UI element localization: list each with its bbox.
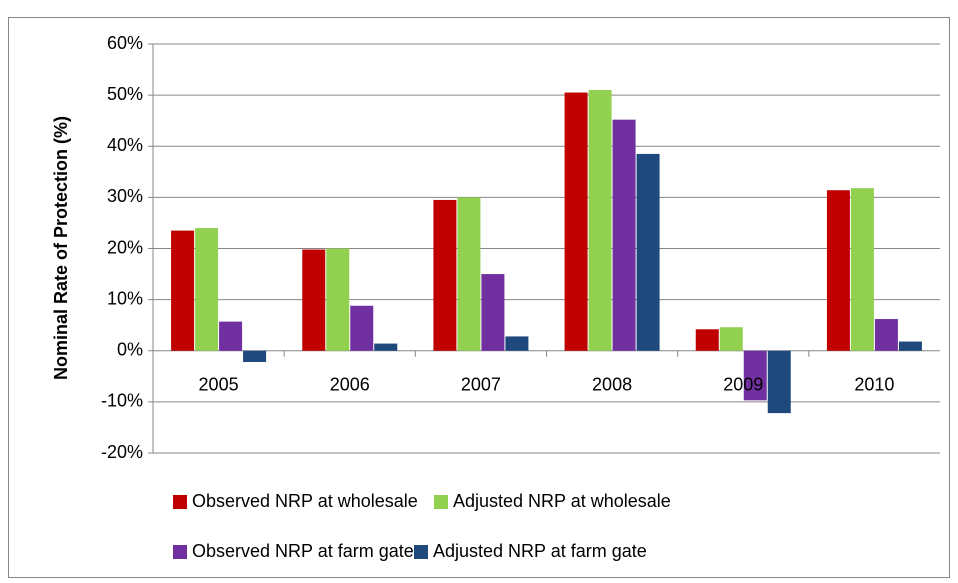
y-tick-label: 10% xyxy=(107,288,143,308)
legend-label: Observed NRP at farm gate xyxy=(192,541,414,561)
y-axis-label: Nominal Rate of Protection (%) xyxy=(51,116,71,380)
bar xyxy=(898,341,922,351)
bar xyxy=(564,92,588,351)
x-tick-label: 2005 xyxy=(199,375,239,395)
legend-label: Adjusted NRP at farm gate xyxy=(433,541,647,561)
bar xyxy=(195,228,219,351)
bar xyxy=(767,350,791,414)
legend-swatch xyxy=(414,545,428,559)
y-tick-label: 20% xyxy=(107,237,143,257)
y-tick-label: 30% xyxy=(107,186,143,206)
bar xyxy=(850,188,874,351)
bar xyxy=(219,321,243,351)
bar xyxy=(243,350,267,362)
x-tick-label: 2008 xyxy=(592,375,632,395)
bar xyxy=(612,119,636,351)
bar xyxy=(374,343,398,351)
bar xyxy=(457,197,481,351)
x-tick-label: 2006 xyxy=(330,375,370,395)
legend-swatch xyxy=(434,495,448,509)
y-tick-label: -20% xyxy=(101,442,143,462)
y-tick-label: 40% xyxy=(107,135,143,155)
bar xyxy=(826,190,850,351)
y-tick-label: -10% xyxy=(101,391,143,411)
bar xyxy=(743,350,767,401)
bar xyxy=(302,249,326,351)
x-tick-label: 2010 xyxy=(854,375,894,395)
y-tick-label: 60% xyxy=(107,33,143,53)
legend-swatch xyxy=(173,545,187,559)
y-tick-label: 0% xyxy=(117,340,143,360)
bar xyxy=(433,199,457,351)
bar xyxy=(171,230,195,351)
legend-label: Adjusted NRP at wholesale xyxy=(453,491,671,511)
bar xyxy=(505,336,529,351)
bar xyxy=(695,329,719,351)
bar xyxy=(874,319,898,351)
bar xyxy=(350,305,374,351)
bar xyxy=(636,153,660,351)
legend-label: Observed NRP at wholesale xyxy=(192,491,418,511)
bar xyxy=(326,248,350,351)
y-tick-label: 50% xyxy=(107,84,143,104)
x-tick-label: 2007 xyxy=(461,375,501,395)
bar xyxy=(588,90,612,351)
bar xyxy=(481,274,505,351)
bar xyxy=(719,327,743,351)
x-tick-label: 2009 xyxy=(723,375,763,395)
legend-swatch xyxy=(173,495,187,509)
